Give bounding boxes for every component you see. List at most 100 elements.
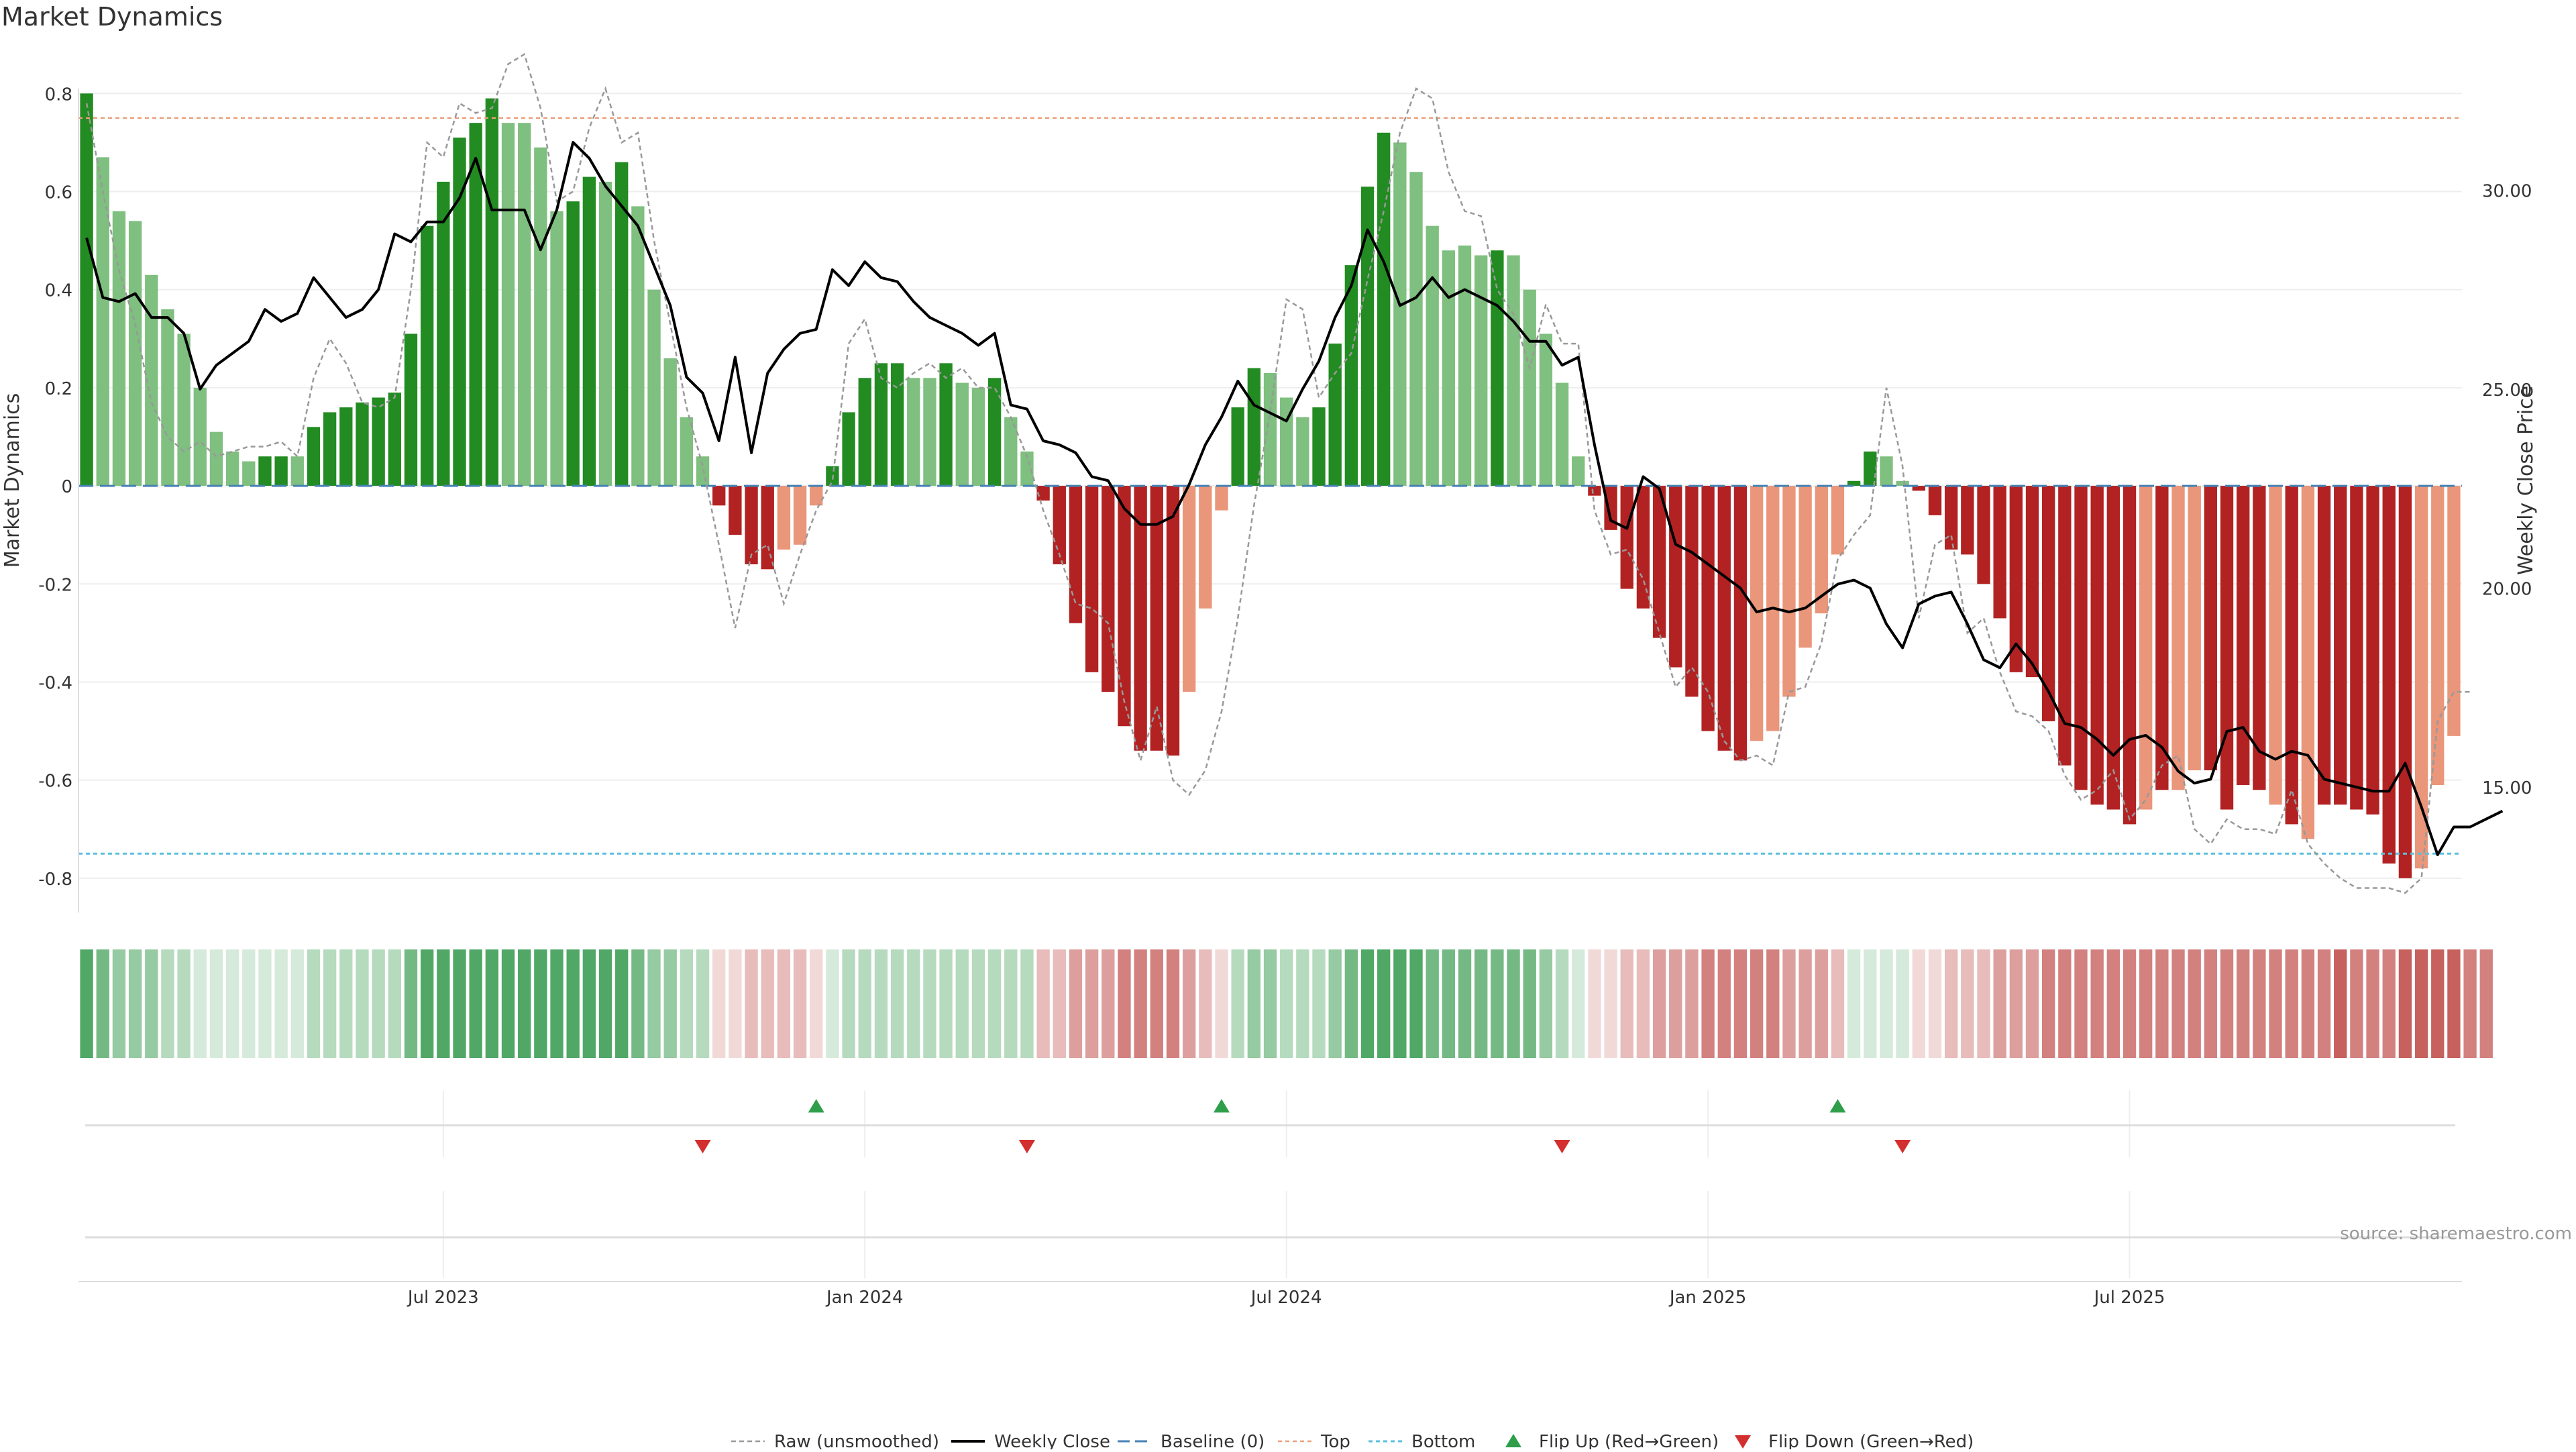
heat-cell [2269,949,2282,1058]
heat-cell [1864,949,1877,1058]
heat-cell [1993,949,2006,1058]
heat-cell [1393,949,1407,1058]
heat-cell [1717,949,1731,1058]
dynamics-bar [923,378,936,486]
legend-flip-up-swatch [1505,1434,1521,1447]
dynamics-bar [1977,486,1990,584]
dynamics-bar [1523,289,1536,486]
dynamics-bar [1182,486,1196,692]
heat-cell [1247,949,1260,1058]
dynamics-bar [1199,486,1212,609]
dynamics-bar [1442,250,1456,486]
heat-cell [2253,949,2266,1058]
heat-cell [550,949,564,1058]
dynamics-bar [1458,245,1472,486]
legend: Raw (unsmoothed) Weekly Close Baseline (0)… [731,1432,1974,1452]
dynamics-bar [501,123,515,486]
dynamics-bar [2171,486,2185,790]
heat-cell [323,949,337,1058]
y2-tick-label: 20.00 [2482,580,2532,600]
heat-cell [1620,949,1633,1058]
heat-cell [939,949,953,1058]
heat-cell [356,949,369,1058]
dynamics-bar [1247,368,1260,486]
heat-cell [1199,949,1212,1058]
heat-cell [2431,949,2445,1058]
heat-cell [2414,949,2428,1058]
dynamics-bar [1296,417,1309,486]
dynamics-bar [680,417,694,486]
y-tick-label: 0.4 [45,281,72,301]
heat-cell [1426,949,1439,1058]
dynamics-bar [80,93,93,486]
dynamics-bar [193,387,207,486]
dynamics-bar [1507,255,1520,486]
heat-cell [1961,949,1974,1058]
heat-cell [2317,949,2331,1058]
x-tick-label: Jan 2024 [825,1288,904,1308]
dynamics-bar [290,456,304,486]
dynamics-bar [1896,480,1909,486]
heat-cell [1280,949,1293,1058]
dynamics-bar [420,225,434,486]
heat-cell [1102,949,1115,1058]
raw-series-line [85,52,2471,894]
heat-cell [2090,949,2104,1058]
dynamics-bar [242,461,256,486]
flip-down-marker [1894,1140,1911,1153]
heat-cell [1020,949,1034,1058]
dynamics-bar [793,486,807,545]
heat-cell [242,949,256,1058]
heat-cell [453,949,466,1058]
heat-cell [1344,949,1358,1058]
dynamics-bar [598,181,612,486]
dynamics-bar [1263,372,1277,486]
dynamics-bar [437,181,450,486]
dynamics-bar [225,451,239,486]
heat-cell [501,949,515,1058]
heat-cell [274,949,288,1058]
heat-cell [647,949,661,1058]
legend-label: Raw (unsmoothed) [774,1432,939,1449]
y-tick-label: -0.4 [38,673,72,693]
y-tick-label: -0.8 [38,870,72,890]
dynamics-bar [2366,486,2379,815]
y-tick-label: 0.6 [45,183,72,203]
dynamics-bar [1231,407,1244,486]
heat-cell [1750,949,1764,1058]
dynamics-bar [1685,486,1699,697]
heat-cell [307,949,321,1058]
heat-cell [842,949,855,1058]
heat-cell [2058,949,2072,1058]
dynamics-bar [1831,486,1845,555]
dynamics-bar [2025,486,2039,678]
heat-cell [534,949,547,1058]
heat-cell [1036,949,1050,1058]
dynamics-bar [1409,172,1423,486]
dynamics-bar [2334,486,2347,805]
dynamics-bar [631,206,645,486]
dynamics-bar [874,363,888,486]
y2-tick-label: 25.00 [2482,380,2532,401]
dynamics-bar [663,358,677,486]
heat-cell [2334,949,2347,1058]
heat-cell [2366,949,2379,1058]
dynamics-bar [1733,486,1748,761]
heat-cell [761,949,774,1058]
dynamics-bar [2447,486,2461,736]
heat-cell [2155,949,2169,1058]
heat-cell [1782,949,1796,1058]
heat-cell [1442,949,1456,1058]
legend-label: Flip Up (Red→Green) [1539,1432,1719,1449]
dynamics-bar [615,162,629,486]
dynamics-bar [550,211,564,486]
heat-cell [955,949,969,1058]
dynamics-bar [647,289,661,486]
heat-cell [1182,949,1196,1058]
source-note: source: sharemaestro.com [2340,1224,2572,1244]
dynamics-bar [258,456,272,486]
weekly-close-line [85,141,2504,856]
dynamics-bar [2285,486,2298,825]
dynamics-bar [971,387,985,486]
flip-down-marker [694,1140,711,1153]
